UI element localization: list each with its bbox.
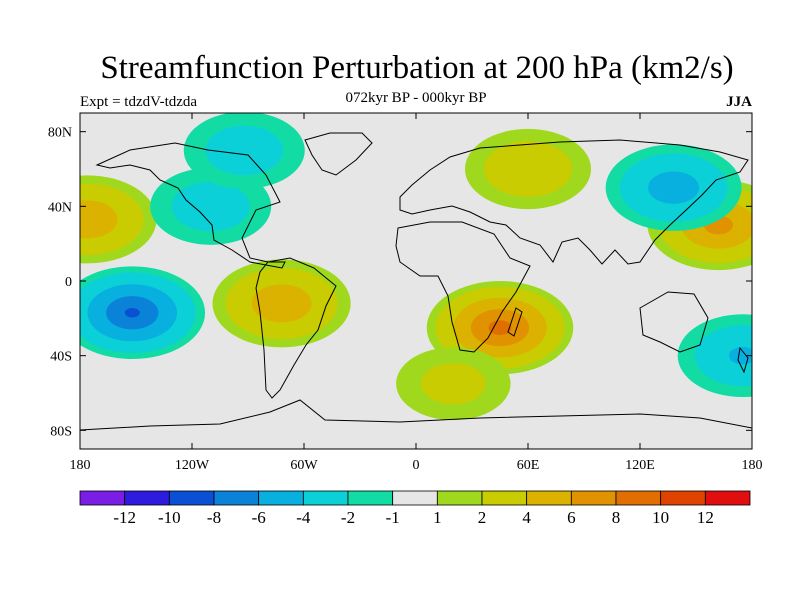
coastline-eurasia — [399, 139, 749, 265]
contour-band — [420, 363, 486, 405]
x-tick-label: 180 — [742, 458, 763, 473]
chart-subtitle: 072kyr BP - 000kyr BP — [345, 90, 487, 106]
colorbar-label: -4 — [296, 508, 311, 527]
coastline-antarctica — [80, 399, 752, 431]
colorbar-swatch — [526, 490, 572, 506]
contour-band — [694, 325, 752, 387]
x-tick-label: 120W — [175, 458, 210, 473]
feature-2 — [80, 175, 157, 264]
colorbar-swatch — [79, 490, 126, 506]
feature-3 — [212, 259, 351, 348]
experiment-label: Expt = tdzdV-tdzda — [80, 94, 198, 110]
colorbar-swatch — [302, 490, 349, 506]
y-tick-label: 40S — [50, 350, 72, 365]
coastline-south-america — [255, 257, 337, 399]
contour-band — [488, 320, 512, 335]
feature-9 — [464, 128, 592, 210]
y-tick-label: 80S — [50, 424, 72, 439]
colorbar-label: -2 — [341, 508, 355, 527]
colorbar-label: 2 — [478, 508, 487, 527]
feature-8 — [677, 314, 752, 398]
contour-field — [80, 113, 752, 421]
x-tick-label: 60W — [290, 458, 318, 473]
contour-band — [251, 284, 312, 323]
colorbar-label: 8 — [612, 508, 621, 527]
contour-band — [648, 171, 700, 204]
colorbar-label: -10 — [158, 508, 181, 527]
coastline-australia — [639, 291, 709, 353]
x-tick-label: 0 — [413, 458, 420, 473]
contour-band — [80, 200, 118, 239]
x-axis: 180 120W 60W 0 60E 120E 180 — [70, 113, 763, 473]
y-axis: 80N 40N 0 40S 80S — [48, 126, 752, 439]
y-tick-label: 80N — [48, 126, 72, 141]
colorbar-label: 1 — [433, 508, 442, 527]
feature-4 — [80, 266, 206, 360]
contour-band — [171, 181, 250, 232]
colorbar-swatch — [258, 490, 304, 506]
coastline-new-zealand — [737, 346, 749, 374]
coastline-madagascar — [507, 307, 523, 337]
contour-band — [124, 307, 140, 318]
contour-band — [728, 346, 752, 365]
feature-10 — [396, 347, 511, 421]
x-tick-label: 60E — [517, 458, 540, 473]
colorbar-swatch — [392, 490, 438, 506]
colorbar-label: -12 — [113, 508, 136, 527]
coastline-africa — [395, 221, 531, 353]
colorbar-swatch — [213, 490, 260, 506]
coastline-greenland — [304, 132, 373, 176]
contour-band — [205, 125, 284, 176]
contour-band — [484, 141, 572, 197]
feature-6 — [150, 167, 272, 245]
colorbar-swatch — [347, 490, 394, 506]
colorbar-label: -6 — [252, 508, 266, 527]
colorbar-label: -8 — [207, 508, 221, 527]
colorbar-swatch — [481, 490, 528, 506]
colorbar-label: 12 — [697, 508, 714, 527]
season-label: JJA — [726, 94, 752, 110]
feature-5 — [605, 144, 742, 231]
chart-title: Streamfunction Perturbation at 200 hPa (… — [100, 50, 734, 86]
colorbar: -12 -10 -8 -6 -4 -2 -1 1 2 4 6 8 10 12 — [79, 490, 751, 527]
colorbar-swatch — [704, 490, 751, 506]
colorbar-label: 4 — [522, 508, 531, 527]
coastline-north-america — [95, 142, 286, 269]
colorbar-label: 6 — [567, 508, 576, 527]
feature-7 — [183, 113, 305, 189]
colorbar-swatch — [615, 490, 662, 506]
colorbar-swatch — [660, 490, 706, 506]
colorbar-swatch — [168, 490, 215, 506]
coastlines — [80, 132, 752, 431]
x-tick-label: 180 — [70, 458, 91, 473]
colorbar-swatch — [124, 490, 170, 506]
colorbar-swatch — [570, 490, 617, 506]
colorbar-label: -1 — [386, 508, 400, 527]
colorbar-label: 10 — [652, 508, 669, 527]
colorbar-swatch — [436, 490, 483, 506]
y-tick-label: 0 — [65, 275, 72, 290]
x-tick-label: 120E — [625, 458, 655, 473]
y-tick-label: 40N — [48, 200, 72, 215]
